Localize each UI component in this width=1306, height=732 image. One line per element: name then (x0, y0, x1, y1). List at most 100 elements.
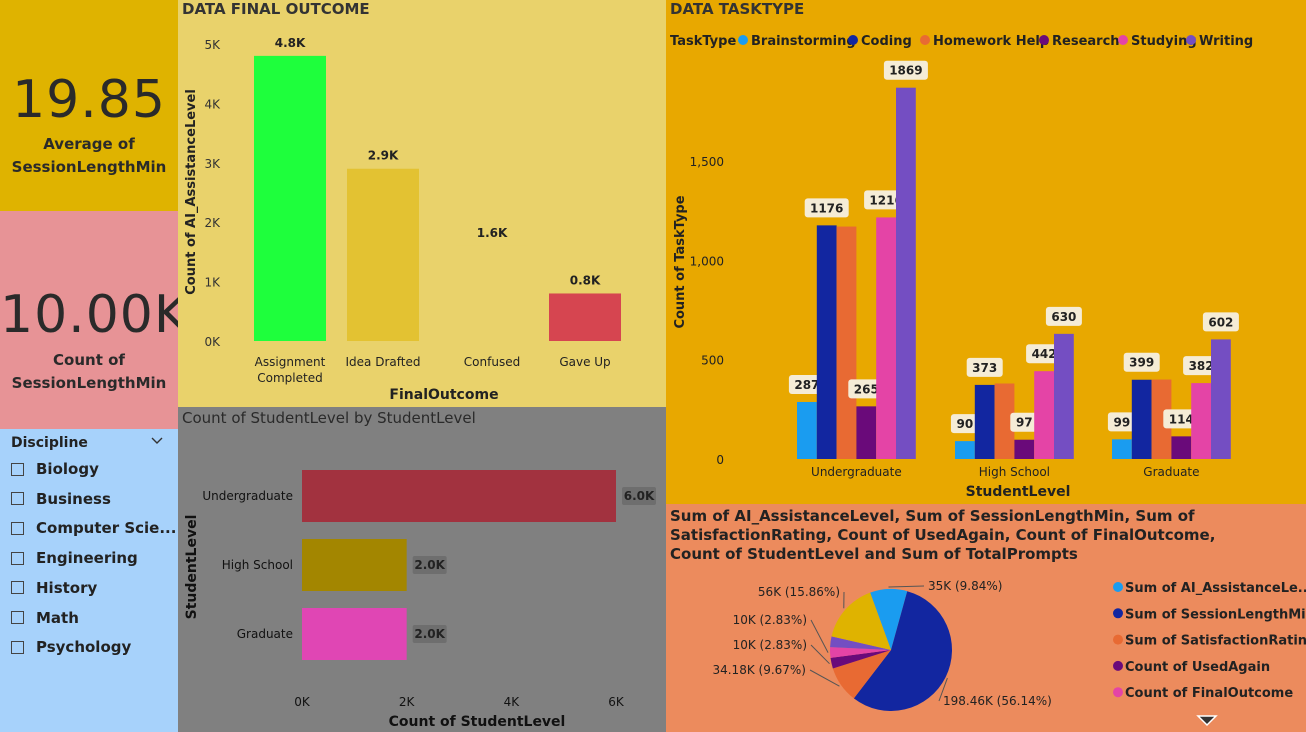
pie-slice (870, 589, 908, 650)
data-label-bg (1026, 344, 1063, 364)
data-label: 99 (1114, 415, 1131, 429)
data-label: 2.0K (414, 627, 445, 641)
data-label: 198.46K (56.14%) (943, 694, 1052, 708)
data-label: 442 (1032, 347, 1057, 361)
bar (1112, 439, 1132, 459)
y-axis-label: StudentLevel (184, 515, 200, 620)
x-tick-label: Undergraduate (811, 465, 902, 479)
data-label-bg (1163, 409, 1200, 429)
legend-label: Sum of SessionLengthMin (1125, 607, 1306, 622)
bar (1191, 383, 1211, 459)
leader-line (810, 644, 830, 665)
chart-title: DATA TASKTYPE (670, 0, 805, 18)
data-label: 114 (1169, 412, 1194, 426)
bar (456, 245, 528, 341)
data-label: 382 (1189, 359, 1214, 373)
pie-slice (831, 592, 891, 650)
data-label: 1216 (869, 193, 902, 207)
data-label: 90 (957, 417, 974, 431)
slicer-item-label: Business (36, 489, 111, 508)
slicer-item[interactable]: Engineering (11, 547, 138, 569)
summary-pie-panel: Sum of AI_AssistanceLevel, Sum of Sessio… (666, 504, 1306, 732)
final-outcome-chart: 0K 1K 2K 3K 4K 5K 4.8K Assignment Completed 2.9K I… (184, 36, 621, 403)
student-level-chart: Undergraduate 6.0K High School 2.0K Graduate… (184, 470, 656, 730)
x-tick-label: Assignment (255, 355, 326, 369)
bar (797, 401, 817, 459)
chart-title: Sum of AI_AssistanceLevel, Sum of Sessio… (670, 507, 1195, 525)
data-label: 2.0K (414, 558, 445, 572)
slicer-item[interactable]: Computer Scie... (11, 517, 176, 539)
slicer-title: Discipline (11, 435, 88, 451)
data-label-bg (966, 357, 1003, 377)
legend-label: Writing (1199, 34, 1253, 49)
y-tick-label: 1,500 (690, 155, 724, 169)
x-tick-label: Confused (464, 355, 520, 369)
student-level-chart-panel: Count of StudentLevel by StudentLevel Un… (178, 407, 666, 732)
bar (816, 225, 837, 459)
data-label: 10K (2.83%) (733, 638, 807, 652)
scroll-down-icon[interactable] (1196, 715, 1218, 727)
y-tick-label: 0K (204, 335, 221, 349)
bar (836, 226, 857, 459)
y-tick-label: 1K (204, 276, 221, 290)
tasktype-chart-panel: DATA TASKTYPE TaskType Brainstorming Codin… (666, 0, 1306, 504)
bar (955, 441, 975, 459)
kpi-card-count-session: 10.00K Count of SessionLengthMin (0, 211, 178, 429)
legend-label: Sum of AI_AssistanceLe... (1125, 581, 1306, 596)
checkbox[interactable] (11, 521, 24, 535)
y-tick-label: 2K (204, 216, 221, 230)
slicer-item[interactable]: Business (11, 488, 111, 510)
y-axis-label: Count of TaskType (673, 195, 688, 328)
checkbox[interactable] (11, 611, 24, 624)
slicer-item[interactable]: Psychology (11, 636, 131, 658)
data-label: 373 (972, 361, 997, 375)
checkbox[interactable] (11, 640, 24, 654)
legend-marker (1113, 608, 1123, 619)
data-label-bg (412, 556, 447, 574)
x-tick-label: 2K (399, 695, 416, 709)
checkbox[interactable] (11, 462, 24, 476)
data-label-bg (848, 379, 885, 399)
checkbox[interactable] (11, 581, 24, 595)
x-tick-label: Gave Up (559, 355, 610, 369)
kpi-label-line1: Count of (53, 351, 125, 369)
kpi-value: 10.00K (0, 285, 178, 345)
slicer-item-label: History (36, 578, 98, 597)
data-label: 287 (794, 378, 819, 392)
slicer-item[interactable]: Math (11, 607, 79, 629)
chevron-down-icon[interactable] (150, 435, 164, 447)
y-tick-label: 1,000 (690, 254, 724, 268)
slicer-item[interactable]: History (11, 577, 97, 599)
legend-label: Coding (861, 34, 912, 49)
slicer-item[interactable]: Biology (11, 458, 99, 480)
kpi-label-line2: SessionLengthMin (11, 374, 167, 392)
x-tick-label: Idea Drafted (346, 355, 421, 369)
y-axis-label: Count of AI_AssistanceLevel (184, 89, 199, 295)
data-label: 630 (1051, 310, 1076, 324)
data-label-bg (1123, 352, 1160, 372)
data-label: 399 (1129, 356, 1154, 370)
data-label-bg (1107, 412, 1136, 432)
bar (1131, 379, 1152, 459)
checkbox[interactable] (11, 551, 24, 565)
data-label: 4.8K (275, 36, 306, 50)
chart-title: Count of StudentLevel by StudentLevel (182, 409, 476, 427)
y-tick-label: 4K (204, 97, 221, 111)
bar (974, 384, 995, 459)
x-tick-label: 0K (294, 695, 311, 709)
legend-marker (1113, 687, 1123, 698)
bar (1151, 379, 1172, 459)
x-tick-label: Graduate (1143, 465, 1199, 479)
pie-slice (853, 591, 952, 711)
data-label-bg (950, 414, 979, 434)
legend-marker (1113, 634, 1123, 645)
legend-label: Sum of SatisfactionRating (1125, 634, 1306, 649)
final-outcome-chart-panel: DATA FINAL OUTCOME 0K 1K 2K 3K 4K 5K 4.8K Assig… (178, 0, 666, 407)
summary-pie-chart: Sum of AI_AssistanceLevel, Sum of Sessio… (670, 507, 1306, 727)
data-label-bg (412, 625, 447, 643)
data-label: 0.8K (570, 273, 601, 287)
y-tick-label: 500 (701, 354, 724, 368)
slicer-item-label: Psychology (36, 638, 132, 657)
checkbox[interactable] (11, 492, 24, 506)
bar (896, 87, 916, 459)
